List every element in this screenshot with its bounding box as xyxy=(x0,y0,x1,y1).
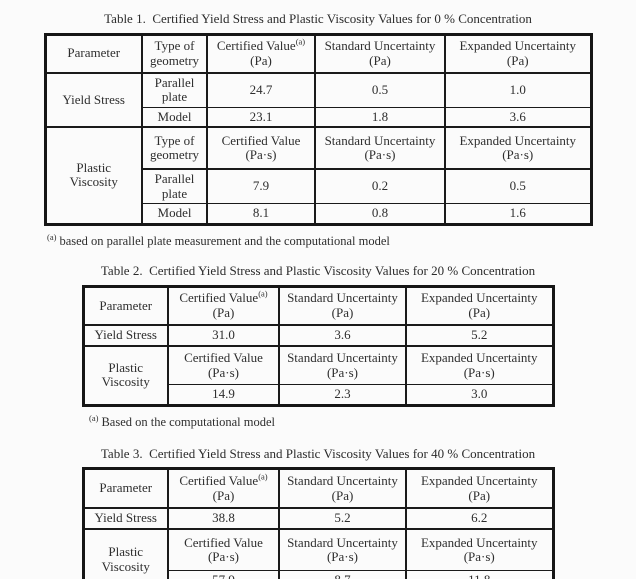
table-row: Plastic Viscosity Certified Value (Pa·s)… xyxy=(82,344,554,406)
t1-header-expanded: Expanded Uncertainty (Pa) xyxy=(444,33,592,74)
table-row: Yield Stress Parallel plate 24.7 0.5 1.0 xyxy=(44,71,592,128)
t2-header-certified: Certified Value(a) (Pa) xyxy=(167,285,280,327)
t2-plastic-viscosity-label: Plastic Viscosity xyxy=(82,344,169,406)
table2-footnote: (a) Based on the computational model xyxy=(89,412,636,430)
table-row: Parameter Certified Value(a) (Pa) Standar… xyxy=(82,285,554,327)
t2-header-standard: Standard Uncertainty (Pa) xyxy=(278,285,407,327)
t1-yield-parallel-standard: 0.5 xyxy=(314,71,446,108)
t3-plastic-expanded: 11.8 xyxy=(405,570,554,579)
t1-yield-model-certified: 23.1 xyxy=(206,106,316,129)
footnote-a-marker: (a) xyxy=(258,471,268,482)
table-row: Parameter Type of geometry Certified Val… xyxy=(44,33,592,74)
table-row: 57.9 8.7 11.8 xyxy=(83,570,554,579)
table3-caption: Table 3. Certified Yield Stress and Plas… xyxy=(100,445,536,461)
table2-footnote-text: Based on the computational model xyxy=(101,414,276,429)
t1-plastic-header-certified: Certified Value (Pa·s) xyxy=(206,126,316,171)
t2-header-parameter: Parameter xyxy=(82,285,169,327)
t1-plastic-model-standard: 0.8 xyxy=(314,203,446,226)
table-row: Plastic Viscosity Type of geometry Certi… xyxy=(44,126,592,226)
t3-plastic-standard: 8.7 xyxy=(278,570,407,579)
t1-plastic-parallel-geometry: Parallel plate xyxy=(141,168,208,205)
t2-header-expanded: Expanded Uncertainty (Pa) xyxy=(405,285,554,327)
t1-plastic-header-expanded: Expanded Uncertainty (Pa·s) xyxy=(444,126,592,171)
table1-footnote: (a) based on parallel plate measurement a… xyxy=(47,231,636,249)
t1-plastic-viscosity-label: Plastic Viscosity xyxy=(44,126,143,226)
t1-yield-parallel-geometry: Parallel plate xyxy=(141,71,208,108)
t1-plastic-header-geometry: Type of geometry xyxy=(141,126,208,171)
table1-caption: Table 1. Certified Yield Stress and Plas… xyxy=(104,11,532,26)
t2-yield-stress-label: Yield Stress xyxy=(82,324,169,347)
t3-plastic-header-certified: Certified Value (Pa·s) xyxy=(167,527,280,572)
t3-header-expanded: Expanded Uncertainty (Pa) xyxy=(405,467,554,510)
t1-yield-model-standard: 1.8 xyxy=(314,106,446,129)
t1-yield-stress-label: Yield Stress xyxy=(44,71,143,128)
footnote-a-marker: (a) xyxy=(258,289,268,300)
t3-yield-certified: 38.8 xyxy=(167,507,280,530)
t3-plastic-viscosity-label: Plastic Viscosity xyxy=(82,527,169,579)
t3-yield-stress-label: Yield Stress xyxy=(82,507,169,530)
t1-plastic-parallel-expanded: 0.5 xyxy=(444,168,592,205)
t2-yield-standard: 3.6 xyxy=(278,324,407,347)
table2-caption: Table 2. Certified Yield Stress and Plas… xyxy=(100,262,536,278)
table-row: Model 23.1 1.8 3.6 xyxy=(45,106,592,129)
t3-header-certified-label: Certified Value xyxy=(179,473,259,489)
t2-plastic-certified: 14.9 xyxy=(167,384,280,407)
table-row: Yield Stress 31.0 3.6 5.2 xyxy=(82,324,554,347)
t2-plastic-expanded: 3.0 xyxy=(405,384,554,407)
footnote-a-marker: (a) xyxy=(89,412,99,423)
t1-plastic-parallel-standard: 0.2 xyxy=(314,168,446,205)
t3-header-standard: Standard Uncertainty (Pa) xyxy=(278,467,407,510)
t1-header-parameter: Parameter xyxy=(44,33,143,74)
table-row: Plastic Viscosity Certified Value (Pa·s)… xyxy=(82,527,554,579)
t2-plastic-header-expanded: Expanded Uncertainty (Pa·s) xyxy=(405,344,554,386)
t1-plastic-model-geometry: Model xyxy=(141,203,208,226)
table-row: Parallel plate 7.9 0.2 0.5 xyxy=(45,168,592,205)
t3-plastic-header-expanded: Expanded Uncertainty (Pa·s) xyxy=(405,527,554,572)
t2-header-certified-label: Certified Value xyxy=(179,290,259,306)
t2-plastic-header-standard: Standard Uncertainty (Pa·s) xyxy=(278,344,407,386)
table-row: Yield Stress 38.8 5.2 6.2 xyxy=(82,507,554,530)
t1-header-geometry: Type of geometry xyxy=(141,33,208,74)
t1-yield-parallel-certified: 24.7 xyxy=(206,71,316,108)
t1-plastic-header-standard: Standard Uncertainty (Pa·s) xyxy=(314,126,446,171)
t1-header-standard: Standard Uncertainty (Pa) xyxy=(314,33,446,74)
footnote-a-marker: (a) xyxy=(47,231,57,242)
t1-yield-parallel-expanded: 1.0 xyxy=(444,71,592,108)
footnote-a-marker: (a) xyxy=(295,36,306,47)
table-row: Parameter Certified Value(a) (Pa) Standar… xyxy=(82,467,554,510)
t1-plastic-model-certified: 8.1 xyxy=(206,203,316,226)
table-2-certified-values-20pct: Parameter Certified Value(a) (Pa) Standar… xyxy=(81,284,555,407)
t3-header-certified: Certified Value(a) (Pa) xyxy=(167,467,280,510)
t2-plastic-header-certified: Certified Value (Pa·s) xyxy=(167,344,280,386)
t2-yield-expanded: 5.2 xyxy=(405,324,554,347)
t2-plastic-standard: 2.3 xyxy=(278,384,407,407)
t1-header-certified-unit: (Pa) xyxy=(250,52,272,68)
t3-header-certified-unit: (Pa) xyxy=(212,487,235,503)
t3-header-parameter: Parameter xyxy=(82,467,169,510)
t1-plastic-parallel-certified: 7.9 xyxy=(206,168,316,205)
table-1-certified-values-0pct: Parameter Type of geometry Certified Val… xyxy=(43,33,593,226)
t1-plastic-model-expanded: 1.6 xyxy=(444,203,592,226)
t1-header-certified: Certified Value(a) (Pa) xyxy=(206,33,316,74)
t3-plastic-header-standard: Standard Uncertainty (Pa·s) xyxy=(278,527,407,572)
table1-footnote-text: based on parallel plate measurement and … xyxy=(59,233,390,248)
t3-yield-standard: 5.2 xyxy=(278,507,407,530)
table-row: 14.9 2.3 3.0 xyxy=(83,384,554,407)
table-3-certified-values-40pct: Parameter Certified Value(a) (Pa) Standar… xyxy=(81,466,555,579)
t2-header-certified-unit: (Pa) xyxy=(212,305,235,321)
t2-yield-certified: 31.0 xyxy=(167,324,280,347)
t1-yield-model-expanded: 3.6 xyxy=(444,106,592,129)
t1-header-certified-label: Certified Value xyxy=(216,38,296,54)
table-row: Model 8.1 0.8 1.6 xyxy=(45,203,592,226)
t3-plastic-certified: 57.9 xyxy=(167,570,280,579)
t3-yield-expanded: 6.2 xyxy=(405,507,554,530)
t1-yield-model-geometry: Model xyxy=(141,106,208,129)
